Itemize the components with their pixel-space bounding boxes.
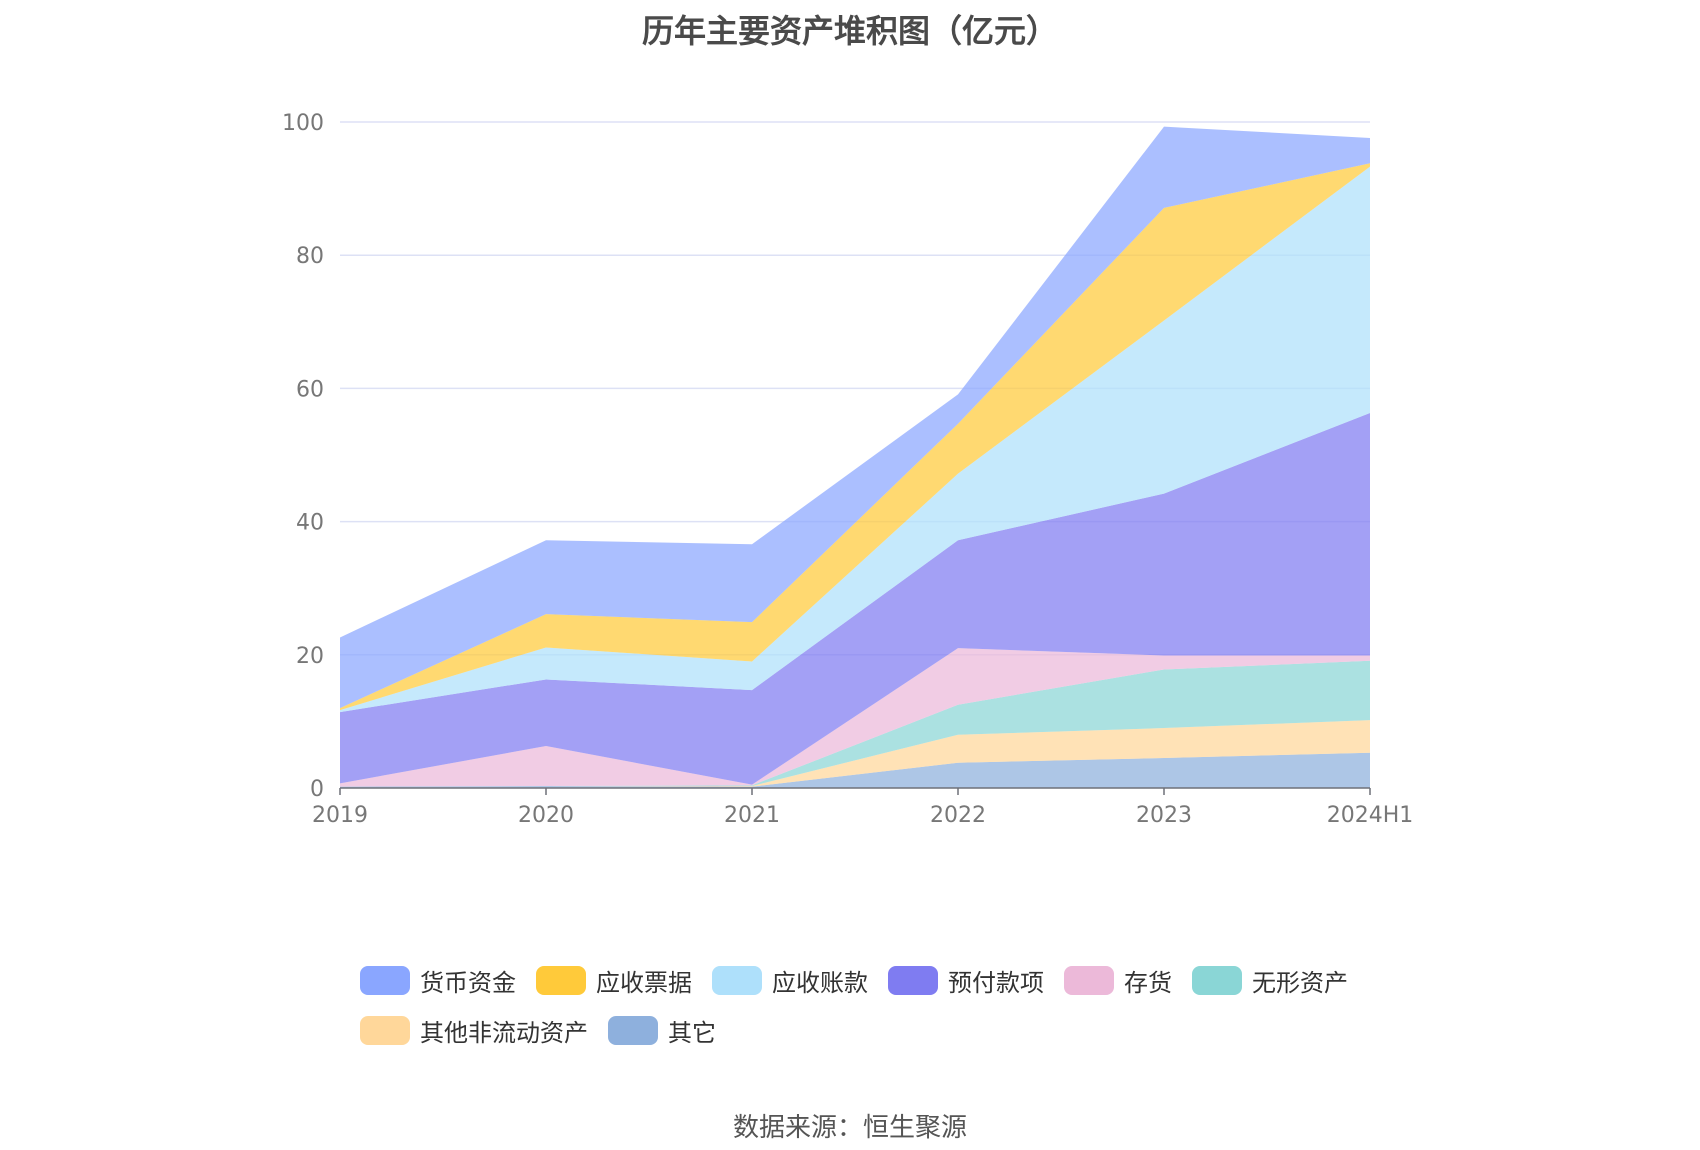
x-tick-label: 2020 <box>518 803 574 828</box>
x-tick-label: 2019 <box>312 803 368 828</box>
legend-swatch <box>360 1015 410 1045</box>
legend-label: 其他非流动资产 <box>420 1018 588 1047</box>
legend-swatch <box>888 965 938 995</box>
y-tick-label: 60 <box>296 377 324 402</box>
legend-item[interactable]: 无形资产 <box>1192 963 1348 998</box>
legend-swatch <box>1192 965 1242 995</box>
y-tick-label: 0 <box>310 777 324 802</box>
legend: 货币资金 应收票据 应收账款 预付款项 存货 无形资产其他非流动资产 其它 <box>360 955 1390 1055</box>
stacked-area-chart: 0 20 40 60 80 100 2019 2020 2021 2022 2023 2024H1 <box>282 111 1413 828</box>
y-tick-label: 40 <box>296 511 324 536</box>
legend-label: 存货 <box>1124 968 1172 997</box>
legend-swatch <box>360 965 410 995</box>
legend-label: 其它 <box>668 1018 716 1047</box>
area-series <box>340 126 1370 788</box>
area-series-存货 <box>340 648 1370 787</box>
area-series-无形资产 <box>340 660 1370 787</box>
area-series-应收账款 <box>340 166 1370 713</box>
y-tick-label: 100 <box>282 111 324 136</box>
y-tick-label: 20 <box>296 644 324 669</box>
area-series-应收票据 <box>340 163 1370 711</box>
legend-swatch <box>712 965 762 995</box>
legend-label: 货币资金 <box>420 968 516 997</box>
x-tick-label: 2024H1 <box>1327 803 1414 828</box>
chart-title: 历年主要资产堆积图（亿元） <box>641 12 1058 50</box>
area-series-货币资金 <box>340 126 1370 709</box>
legend-swatch <box>536 965 586 995</box>
area-series-其他非流动资产 <box>340 720 1370 787</box>
legend-label: 应收票据 <box>596 968 692 997</box>
legend-item[interactable]: 货币资金 <box>360 963 516 998</box>
legend-label: 无形资产 <box>1252 968 1348 997</box>
legend-item[interactable]: 其他非流动资产 <box>360 1013 588 1048</box>
legend-item[interactable]: 存货 <box>1064 963 1172 998</box>
legend-row: 货币资金 应收票据 应收账款 预付款项 存货 无形资产 <box>360 955 1390 1005</box>
x-tick-label: 2023 <box>1136 803 1192 828</box>
area-series-其它 <box>340 752 1370 788</box>
legend-label: 预付款项 <box>948 968 1044 997</box>
legend-label: 应收账款 <box>772 968 868 997</box>
x-tick-label: 2021 <box>724 803 780 828</box>
y-tick-label: 80 <box>296 244 324 269</box>
data-source: 数据来源：恒生聚源 <box>732 1113 967 1143</box>
legend-swatch <box>1064 965 1114 995</box>
legend-item[interactable]: 应收票据 <box>536 963 692 998</box>
legend-item[interactable]: 应收账款 <box>712 963 868 998</box>
legend-item[interactable]: 预付款项 <box>888 963 1044 998</box>
legend-item[interactable]: 其它 <box>608 1013 716 1048</box>
legend-row: 其他非流动资产 其它 <box>360 1005 1390 1055</box>
legend-swatch <box>608 1015 658 1045</box>
area-series-预付款项 <box>340 413 1370 785</box>
x-tick-label: 2022 <box>930 803 986 828</box>
axes: 0 20 40 60 80 100 2019 2020 2021 2022 2023 2024H1 <box>282 111 1413 828</box>
